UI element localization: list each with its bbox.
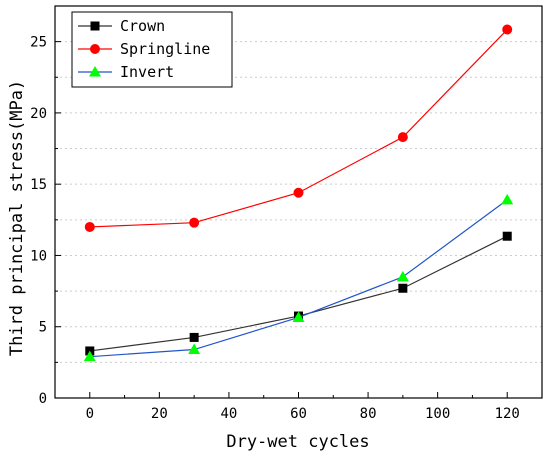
legend-marker-invert <box>89 66 101 77</box>
x-axis-label: Dry-wet cycles <box>226 432 369 452</box>
x-tick-label: 60 <box>290 406 307 422</box>
y-tick-label: 10 <box>30 248 47 264</box>
y-tick-label: 25 <box>30 35 47 51</box>
point-invert <box>292 311 305 322</box>
y-tick-label: 20 <box>30 106 47 122</box>
point-crown <box>398 283 408 293</box>
x-tick-label: 100 <box>425 406 450 422</box>
axis-ticks: 0 5 10 15 20 25 0 20 40 60 80 100 120 <box>30 35 520 422</box>
y-axis-label: Third principal stress(MPa) <box>7 80 27 356</box>
legend-label-springline: Springline <box>120 40 210 58</box>
legend-marker-crown <box>90 21 100 31</box>
x-tick-label: 0 <box>86 406 94 422</box>
y-tick-label: 15 <box>30 177 47 193</box>
x-tick-label: 120 <box>495 406 520 422</box>
point-invert <box>396 270 409 282</box>
x-tick-label: 40 <box>220 406 237 422</box>
y-tick-label: 5 <box>39 320 47 336</box>
point-crown <box>189 332 199 342</box>
series-layer <box>83 24 514 362</box>
point-springline <box>397 132 408 143</box>
point-invert <box>188 343 201 355</box>
x-tick-label: 80 <box>360 406 377 422</box>
point-springline <box>293 187 304 198</box>
legend-marker-springline <box>90 44 100 54</box>
point-springline <box>189 217 200 228</box>
series-line-invert <box>89 199 508 358</box>
legend-label-crown: Crown <box>120 17 165 35</box>
point-springline <box>502 24 513 35</box>
point-springline <box>84 221 95 232</box>
point-crown <box>502 231 512 241</box>
series-line-crown <box>89 235 508 352</box>
legend: Crown Springline Invert <box>71 11 233 88</box>
y-tick-label: 0 <box>39 391 47 407</box>
point-invert <box>83 350 96 362</box>
legend-label-invert: Invert <box>120 63 174 81</box>
x-tick-label: 20 <box>151 406 168 422</box>
point-invert <box>501 193 514 205</box>
